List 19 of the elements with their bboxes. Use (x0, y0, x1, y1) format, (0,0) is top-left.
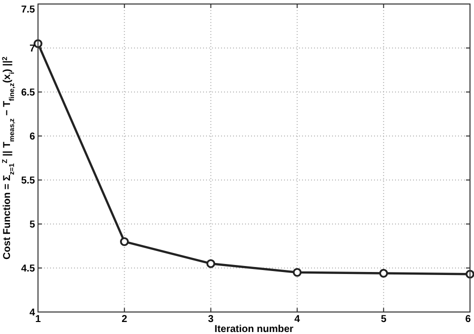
x-tick-label: 2 (122, 314, 128, 325)
point (206, 259, 216, 268)
y-tick-label: 5 (29, 220, 36, 230)
point (379, 268, 388, 278)
x-tick-label: 4 (294, 314, 300, 325)
x-axis-title: Iteration number (214, 324, 294, 334)
y-tick-label: 7.5 (21, 4, 36, 16)
point (120, 237, 129, 246)
y-tick-label: 6 (29, 132, 36, 142)
x-tick-label: 6 (465, 314, 472, 325)
y-tick-label: 6.5 (21, 88, 36, 98)
x-tick-label: 1 (35, 314, 42, 325)
point (466, 270, 474, 279)
point (292, 268, 302, 277)
y-tick-label: 7 (29, 44, 36, 54)
x-tick-label: 3 (208, 314, 214, 325)
x-tick-label: 5 (380, 314, 387, 325)
y-tick-label: 5.5 (21, 176, 36, 186)
y-tick-label: 4.5 (21, 264, 36, 274)
